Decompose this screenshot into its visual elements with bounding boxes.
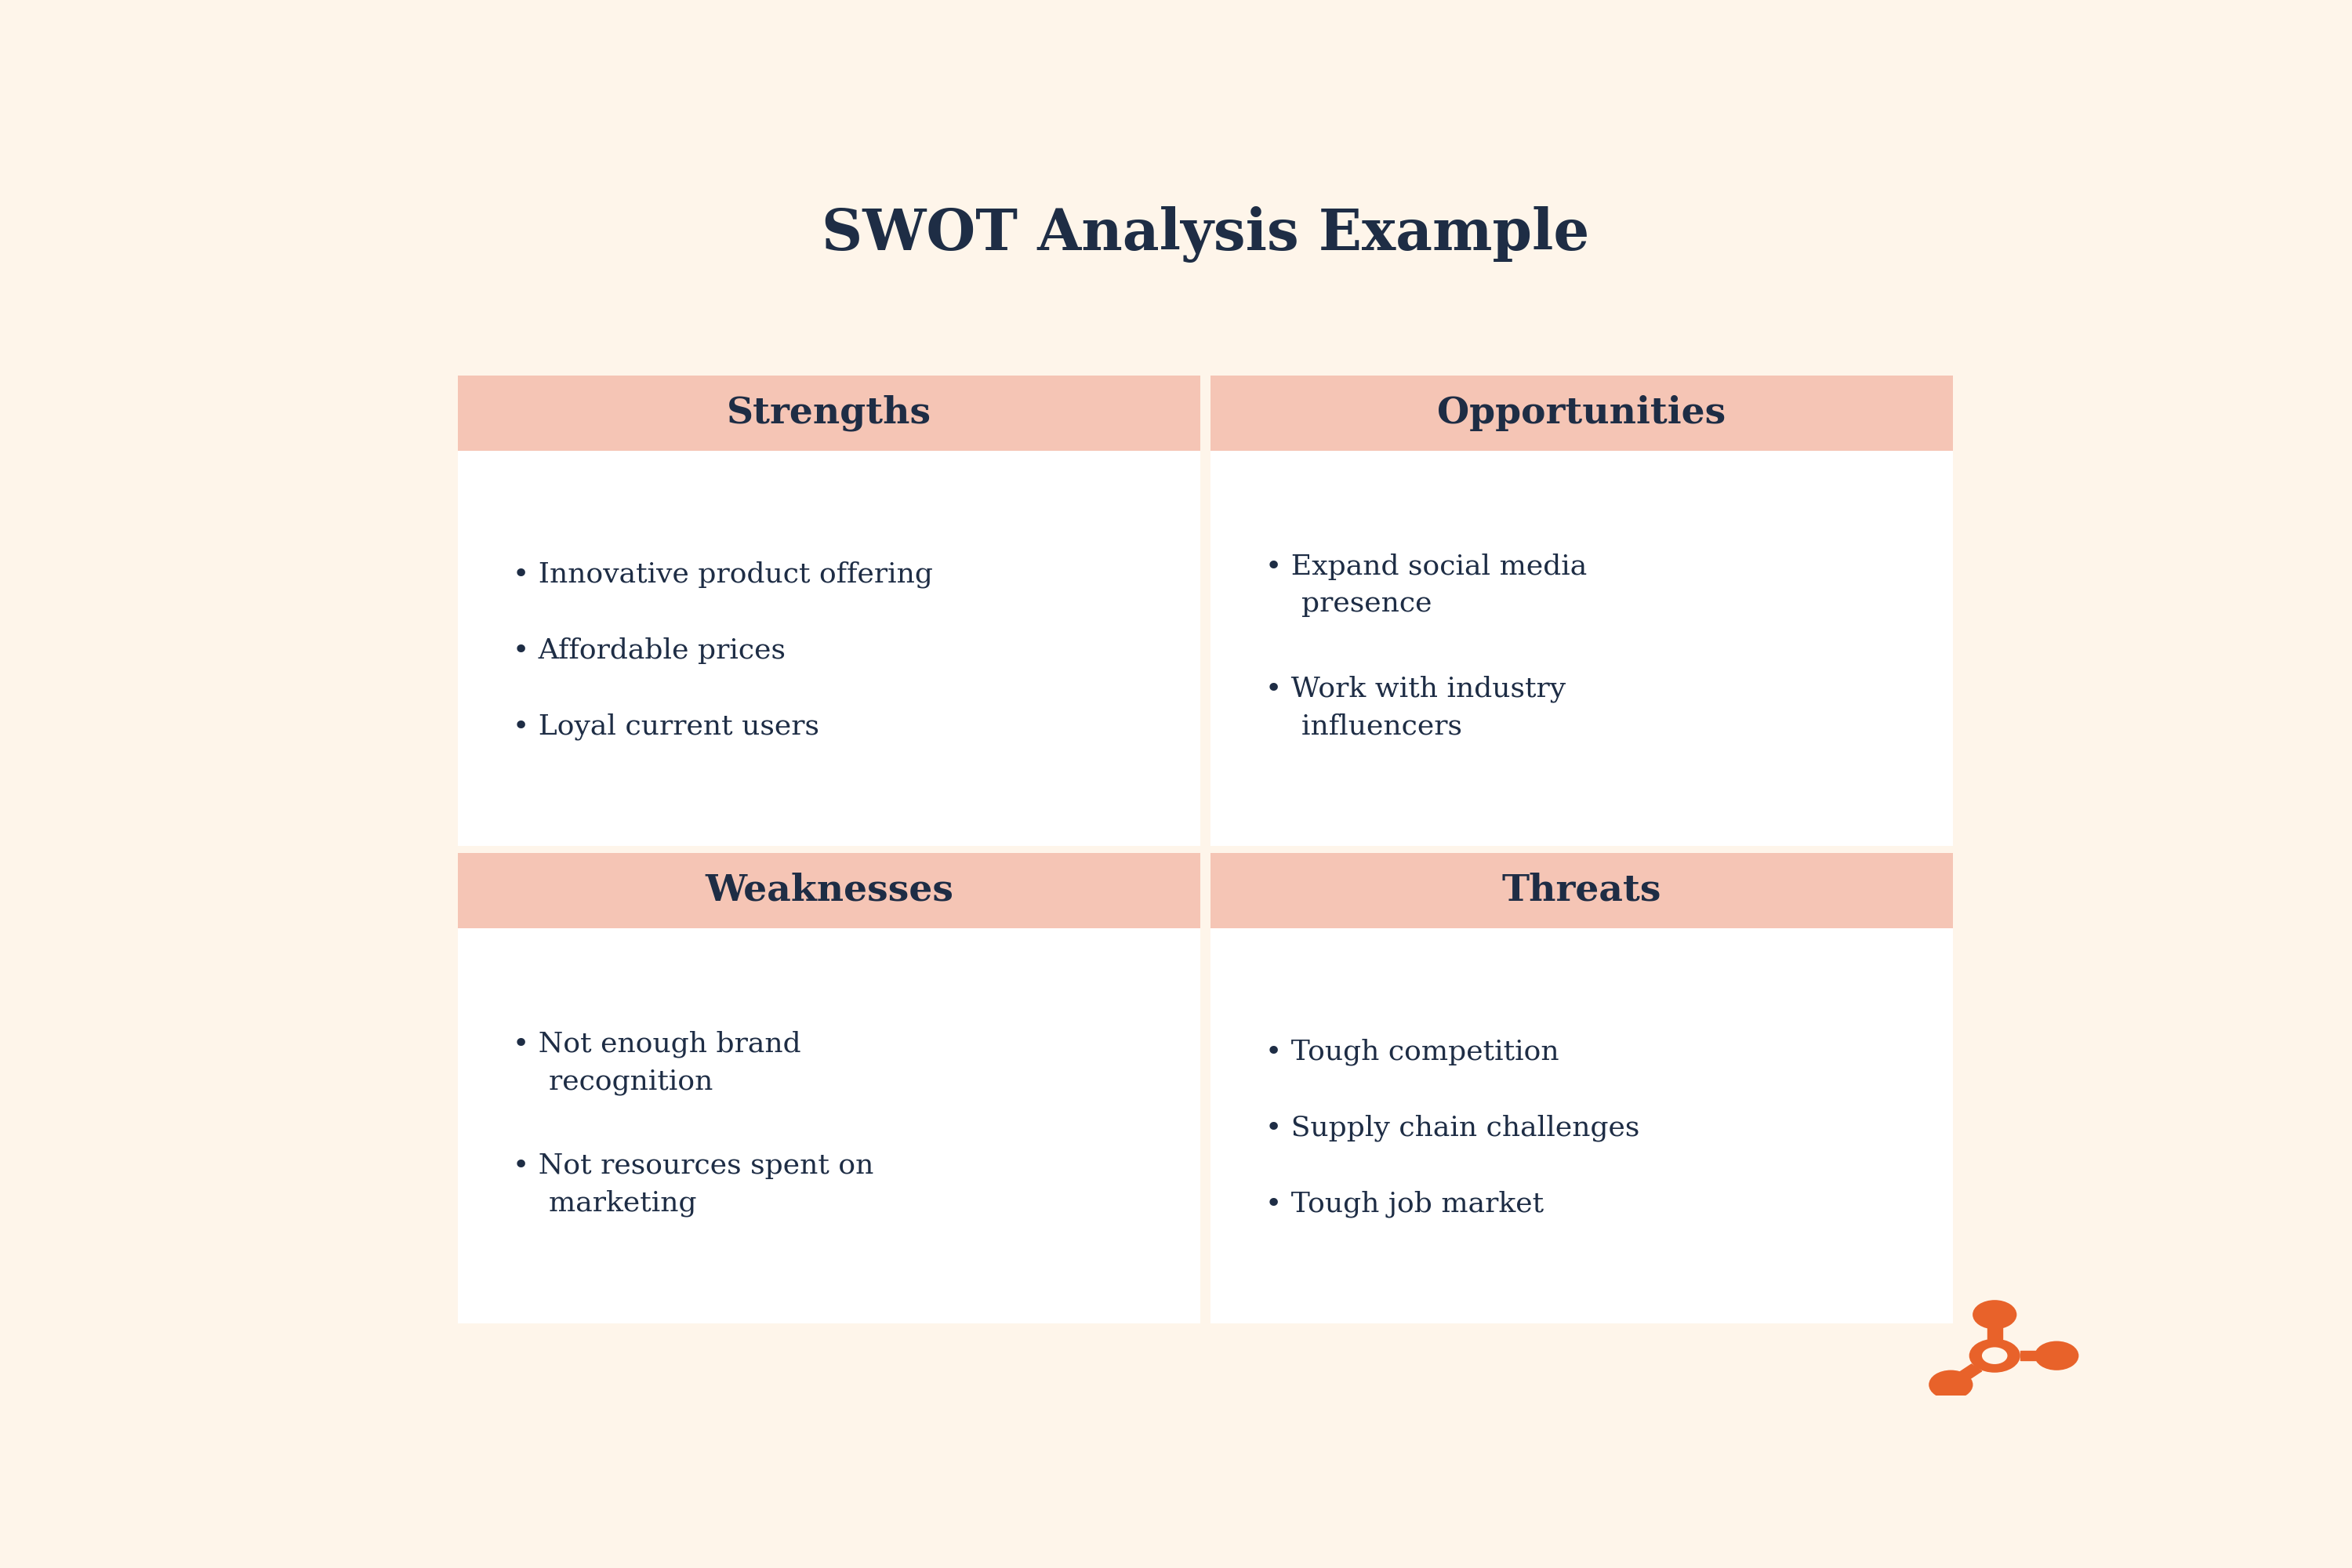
Text: • Affordable prices: • Affordable prices bbox=[513, 637, 786, 663]
Polygon shape bbox=[1945, 1364, 1983, 1388]
FancyBboxPatch shape bbox=[459, 375, 1200, 450]
Circle shape bbox=[2034, 1341, 2079, 1370]
Text: Strengths: Strengths bbox=[727, 395, 931, 431]
Circle shape bbox=[1983, 1347, 2006, 1364]
FancyBboxPatch shape bbox=[1211, 450, 1952, 845]
FancyBboxPatch shape bbox=[1211, 853, 1952, 928]
Circle shape bbox=[1929, 1370, 1973, 1399]
Circle shape bbox=[1969, 1339, 2020, 1372]
Text: • Loyal current users: • Loyal current users bbox=[513, 713, 818, 740]
Text: • Innovative product offering: • Innovative product offering bbox=[513, 561, 934, 588]
Text: • Supply chain challenges: • Supply chain challenges bbox=[1265, 1115, 1639, 1142]
Text: SWOT Analysis Example: SWOT Analysis Example bbox=[821, 205, 1590, 262]
Polygon shape bbox=[1987, 1314, 2002, 1339]
Text: Threats: Threats bbox=[1503, 872, 1661, 908]
Text: • Expand social media
    presence: • Expand social media presence bbox=[1265, 554, 1588, 618]
Text: • Tough competition: • Tough competition bbox=[1265, 1038, 1559, 1066]
Text: • Not enough brand
    recognition: • Not enough brand recognition bbox=[513, 1030, 802, 1096]
FancyBboxPatch shape bbox=[459, 853, 1200, 928]
FancyBboxPatch shape bbox=[1211, 375, 1952, 450]
Polygon shape bbox=[2020, 1352, 2056, 1361]
Circle shape bbox=[1973, 1300, 2016, 1330]
Text: • Not resources spent on
    marketing: • Not resources spent on marketing bbox=[513, 1152, 873, 1217]
Text: Opportunities: Opportunities bbox=[1437, 395, 1726, 431]
FancyBboxPatch shape bbox=[459, 928, 1200, 1323]
Text: • Work with industry
    influencers: • Work with industry influencers bbox=[1265, 676, 1566, 740]
FancyBboxPatch shape bbox=[1211, 928, 1952, 1323]
Text: Weaknesses: Weaknesses bbox=[706, 872, 953, 908]
FancyBboxPatch shape bbox=[459, 450, 1200, 845]
Text: • Tough job market: • Tough job market bbox=[1265, 1190, 1543, 1218]
